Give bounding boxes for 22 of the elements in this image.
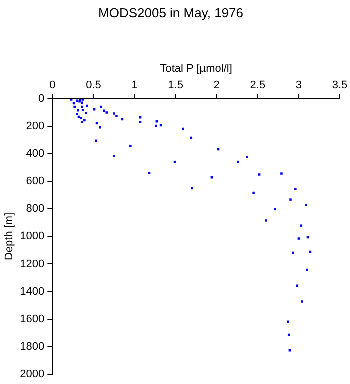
y-tick-label: 2000 bbox=[20, 368, 45, 380]
y-tick-label: 0 bbox=[38, 93, 45, 106]
y-tick-label: 400 bbox=[26, 148, 45, 160]
y-tick-label: 1400 bbox=[20, 286, 45, 298]
chart-title: MODS2005 in May, 1976 bbox=[98, 5, 244, 20]
y-tick-label: 1800 bbox=[20, 340, 45, 353]
y-tick-label: 800 bbox=[26, 203, 45, 216]
x-tick-label: 3.5 bbox=[332, 79, 348, 92]
x-tick-label: 0.5 bbox=[86, 79, 102, 92]
y-tick-label: 1000 bbox=[20, 230, 45, 243]
x-axis-title: Total P [µmol/l] bbox=[160, 63, 232, 76]
y-axis-title: Depth [m] bbox=[4, 212, 16, 261]
x-tick-label: 1.5 bbox=[168, 79, 184, 92]
y-tick-label: 1600 bbox=[20, 313, 45, 326]
x-tick-label: 0 bbox=[50, 79, 56, 92]
y-tick-label: 200 bbox=[26, 120, 45, 133]
y-tick-label: 1200 bbox=[20, 258, 45, 270]
x-tick-label: 1 bbox=[132, 79, 138, 92]
x-tick-label: 2.5 bbox=[250, 79, 266, 92]
x-tick-label: 3 bbox=[296, 79, 302, 92]
y-tick-label: 600 bbox=[26, 176, 45, 188]
x-tick-label: 2 bbox=[214, 79, 220, 92]
